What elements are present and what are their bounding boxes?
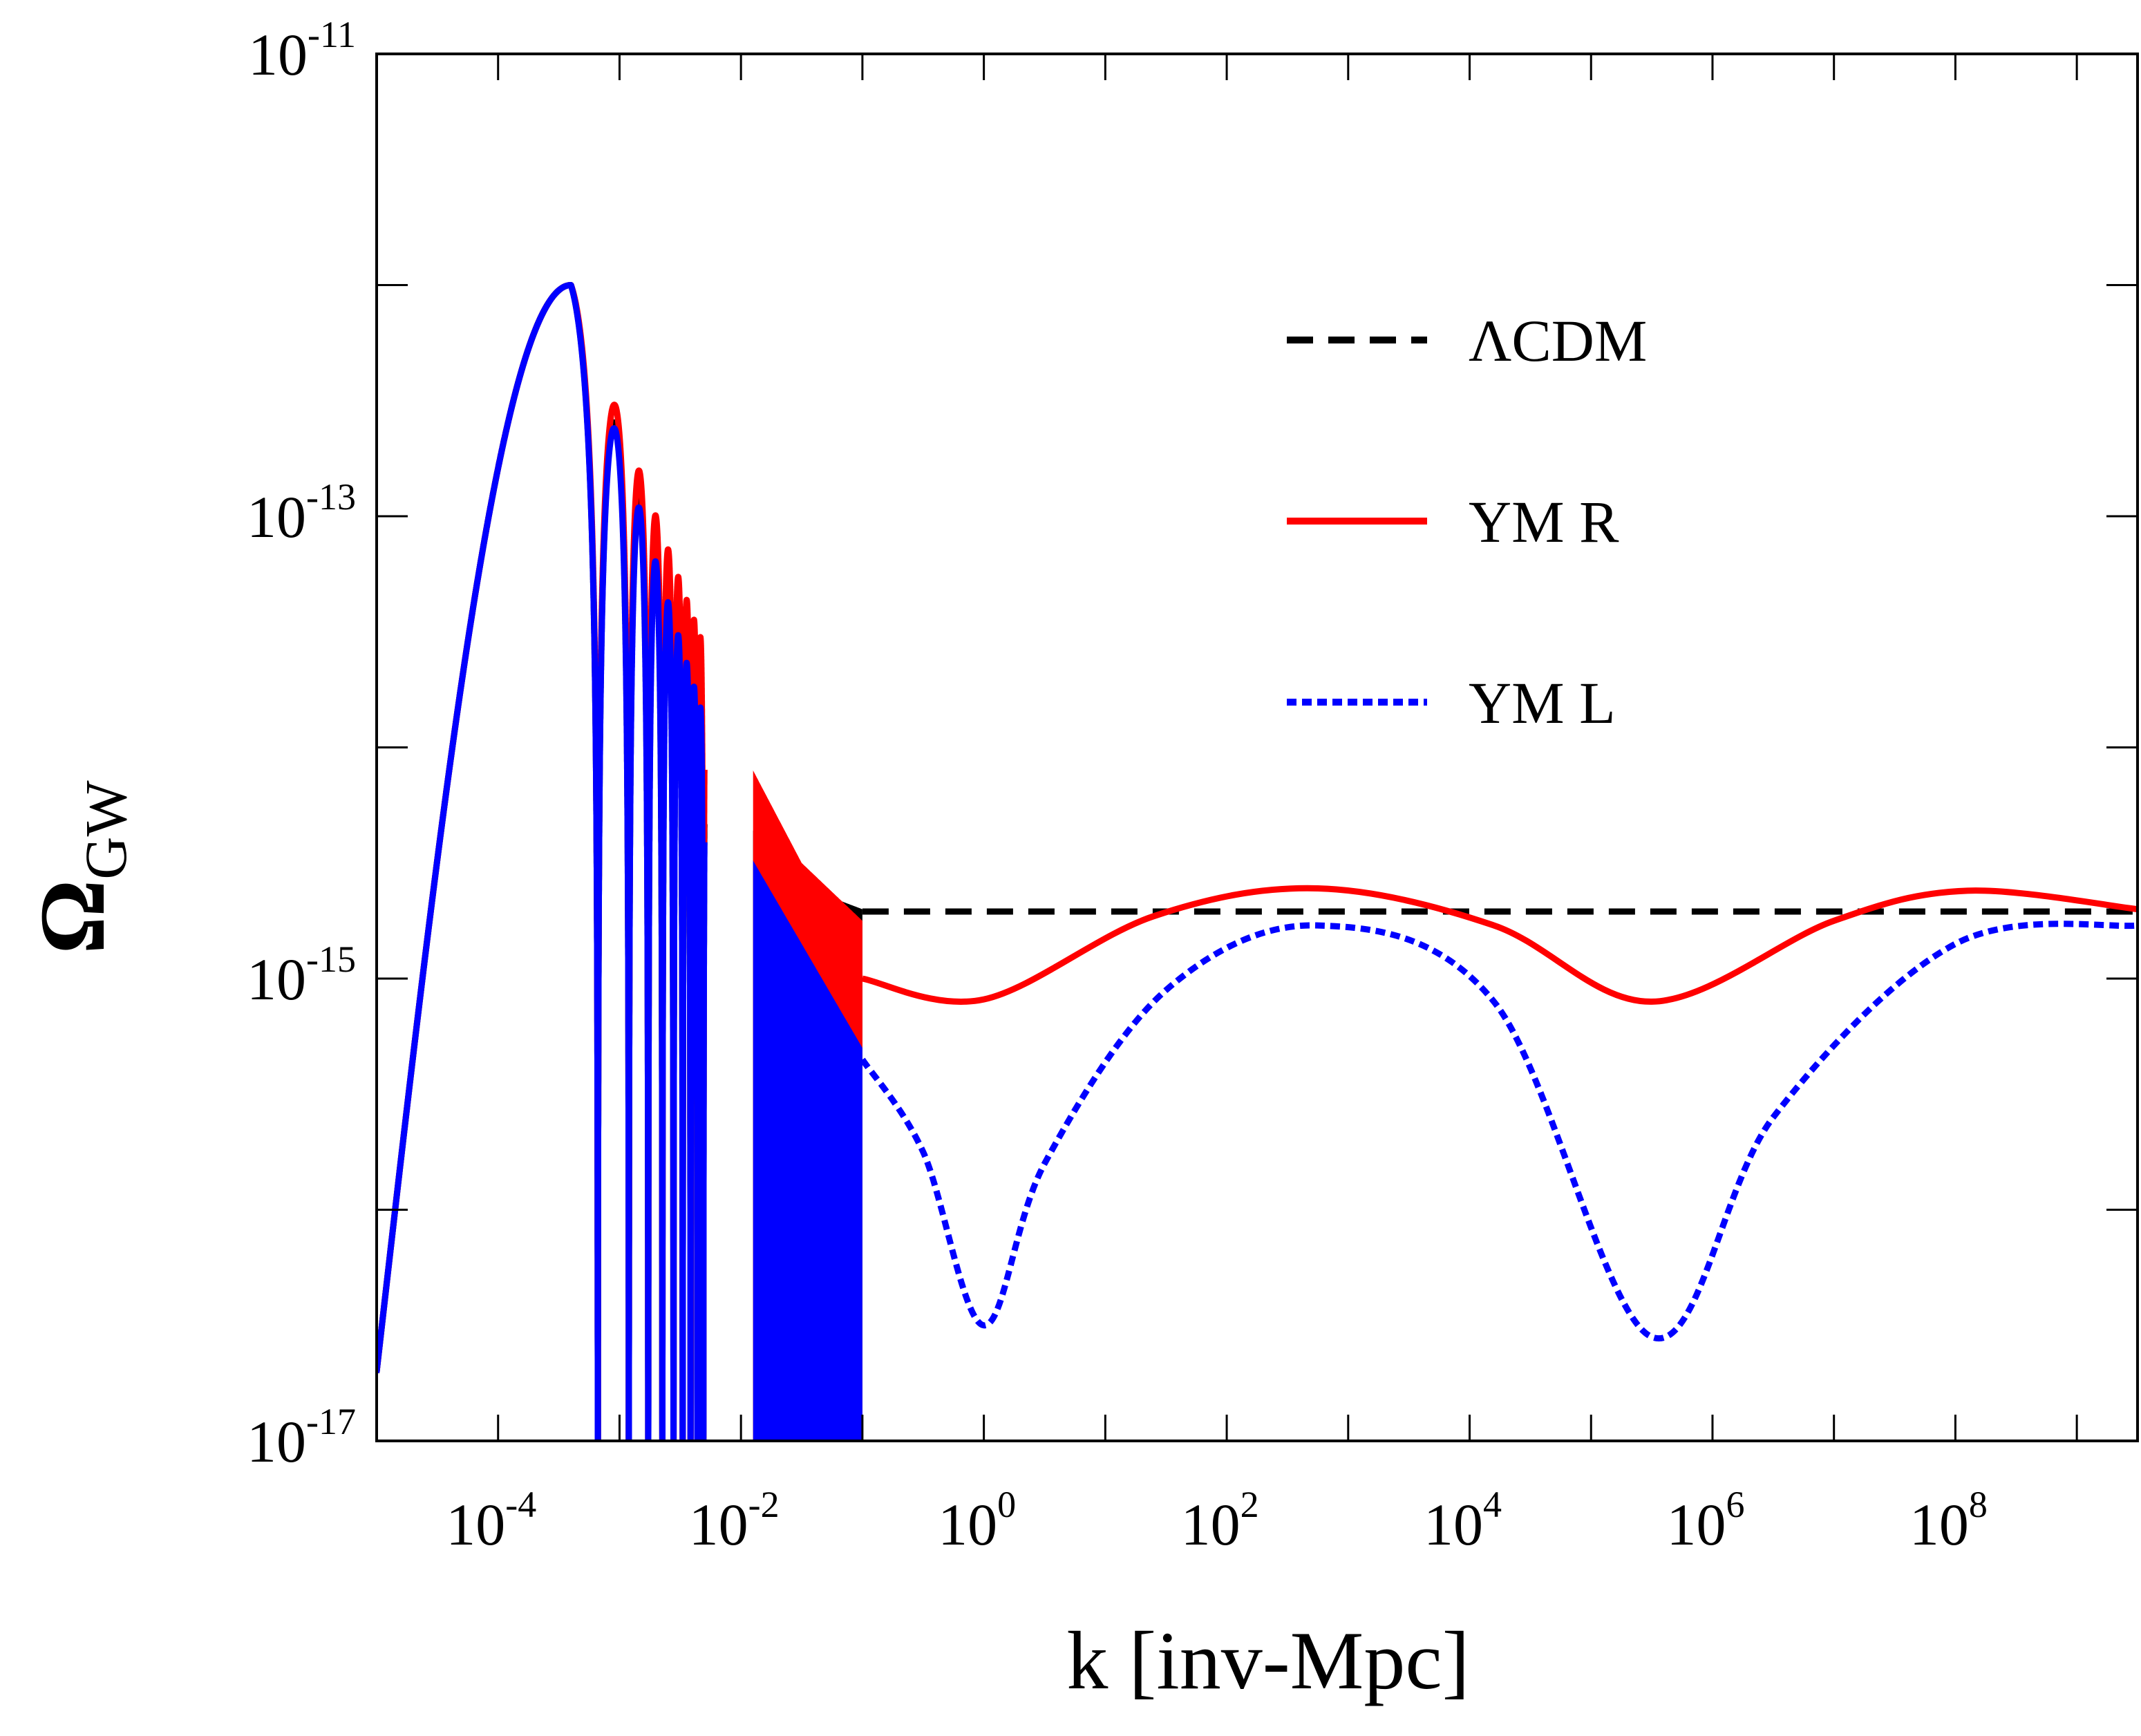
y-tick-label: 10-11 [248, 14, 356, 88]
series-1-oscillation [377, 282, 708, 1441]
svg-text:ΩGW: ΩGW [21, 780, 139, 954]
x-tick-label: 104 [1424, 1484, 1502, 1558]
x-tick-label: 102 [1181, 1484, 1259, 1558]
legend-label: YM R [1469, 489, 1619, 555]
legend: ΛCDM YM R YM L [1287, 308, 1647, 736]
x-tick-label: 10-2 [689, 1484, 780, 1558]
oscillation-fill-2 [753, 860, 862, 1441]
curves-layer [377, 282, 2138, 1441]
legend-entry: YM L [1287, 670, 1616, 736]
legend-entry: ΛCDM [1287, 308, 1647, 374]
series-0-oscillation [377, 282, 708, 1441]
y-tick-label: 10-17 [247, 1401, 356, 1475]
oscillation-fills [753, 770, 862, 1441]
y-axis-title-subscript: GW [73, 780, 139, 879]
y-tick-label: 10-13 [247, 476, 356, 550]
series-yml-tail [860, 921, 2138, 1342]
legend-label: YM L [1469, 670, 1616, 736]
y-axis-title: ΩGW [21, 780, 139, 954]
legend-label: ΛCDM [1469, 308, 1647, 374]
y-axis-title-symbol: Ω [21, 880, 124, 954]
x-tick-label: 108 [1909, 1484, 1988, 1558]
x-axis-title: k [inv-Mpc] [1066, 1614, 1469, 1706]
tick-labels: 10-4 10-2 100 102 104 106 108 10-11 10-13 10-15 10… [247, 14, 1988, 1558]
legend-entry: YM R [1287, 489, 1619, 555]
series-ymr-tail [861, 885, 2138, 1005]
x-tick-label: 100 [938, 1484, 1016, 1558]
series-2-oscillation [377, 282, 708, 1441]
y-tick-label: 10-15 [247, 938, 356, 1012]
ticks-layer [375, 53, 2138, 1442]
x-tick-label: 106 [1666, 1484, 1744, 1558]
plot-frame [375, 53, 2139, 1442]
x-tick-label: 10-4 [446, 1484, 536, 1558]
